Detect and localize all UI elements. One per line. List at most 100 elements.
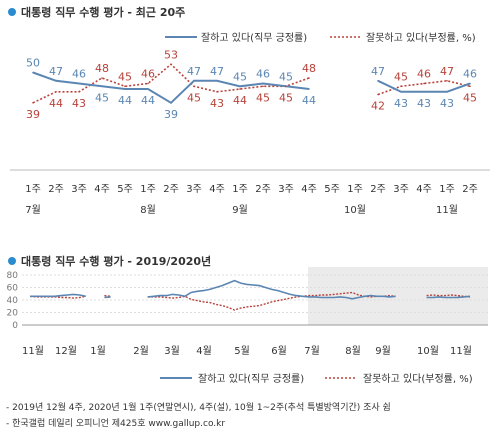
data-label-approve: 46 <box>72 68 86 81</box>
x-tick-month: 9월 <box>375 345 391 357</box>
point-disapprove <box>147 82 149 85</box>
data-label-disapprove: 45 <box>279 91 293 104</box>
data-label-disapprove: 39 <box>26 108 40 121</box>
y-tick-label: 0 <box>12 321 18 331</box>
point-approve <box>170 101 172 104</box>
data-label-approve: 44 <box>302 94 316 107</box>
x-tick-week: 5주 <box>324 184 340 195</box>
point-approve <box>423 90 425 93</box>
x-tick-month: 8월 <box>140 204 156 216</box>
point-disapprove <box>55 90 57 93</box>
legend-disapprove-label: 잘못하고 있다(부정률, %) <box>366 31 476 44</box>
point-disapprove <box>124 85 126 88</box>
point-approve <box>101 85 103 88</box>
x-tick-month: 2월 <box>133 345 149 357</box>
x-tick-month: 7월 <box>304 345 320 357</box>
legend-approve-label: 잘하고 있다(직무 긍정률) <box>201 31 307 44</box>
data-label-disapprove: 45 <box>118 70 132 83</box>
point-disapprove <box>423 82 425 85</box>
x-tick-week: 1주 <box>25 184 41 195</box>
x-tick-month: 9월 <box>232 204 248 216</box>
data-label-approve: 47 <box>210 65 224 78</box>
data-label-disapprove: 46 <box>417 68 431 81</box>
point-approve <box>262 82 264 85</box>
x-tick-week: 2주 <box>255 184 271 195</box>
point-disapprove <box>400 85 402 88</box>
x-tick-month: 8월 <box>345 345 361 357</box>
x-tick-month: 11월 <box>450 345 472 357</box>
x-tick-week: 2주 <box>48 184 64 195</box>
point-approve <box>239 85 241 88</box>
x-tick-month: 10월 <box>344 204 366 216</box>
chart-title: 대통령 직무 수행 평가 - 2019/2020년 <box>21 254 211 268</box>
y-tick-label: 80 <box>7 271 19 281</box>
point-disapprove <box>308 77 310 79</box>
x-tick-week: 3주 <box>278 184 294 195</box>
point-approve <box>377 79 379 82</box>
point-disapprove <box>78 90 80 93</box>
y-tick-label: 40 <box>7 296 19 306</box>
data-label-approve: 46 <box>256 68 270 81</box>
chart-title: 대통령 직무 수행 평가 - 최근 20주 <box>21 5 185 19</box>
x-tick-week: 3주 <box>71 184 87 195</box>
title-bullet-icon <box>8 8 16 16</box>
x-tick-week: 1주 <box>140 184 156 195</box>
x-tick-week: 1주 <box>232 184 248 195</box>
x-tick-month: 7월 <box>25 204 41 216</box>
point-approve <box>32 71 34 74</box>
x-tick-week: 3주 <box>186 184 202 195</box>
x-tick-month: 3월 <box>164 345 180 357</box>
x-tick-week: 1주 <box>347 184 363 195</box>
x-tick-month: 10월 <box>417 345 439 357</box>
point-disapprove <box>170 63 172 66</box>
point-disapprove <box>469 85 471 88</box>
point-disapprove <box>239 88 241 90</box>
data-label-disapprove: 43 <box>210 97 224 110</box>
data-label-disapprove: 43 <box>72 97 86 110</box>
data-label-approve: 44 <box>118 94 132 107</box>
x-tick-month: 12월 <box>55 345 77 357</box>
title-bullet-icon <box>8 257 16 265</box>
x-tick-week: 1주 <box>439 184 455 195</box>
data-label-approve: 43 <box>394 97 408 110</box>
data-label-approve: 50 <box>26 57 40 70</box>
data-label-approve: 45 <box>279 70 293 83</box>
point-approve <box>446 90 448 93</box>
x-tick-week: 4주 <box>416 184 432 195</box>
data-label-disapprove: 45 <box>463 91 477 104</box>
point-approve <box>147 88 149 90</box>
data-label-disapprove: 45 <box>187 91 201 104</box>
point-disapprove <box>446 79 448 82</box>
point-disapprove <box>216 90 218 93</box>
data-label-disapprove: 48 <box>302 62 316 75</box>
point-approve <box>308 88 310 90</box>
point-approve <box>55 79 57 82</box>
x-tick-month: 11월 <box>22 345 44 357</box>
point-approve <box>193 79 195 82</box>
x-tick-week: 5주 <box>117 184 133 195</box>
point-approve <box>78 82 80 85</box>
legend-disapprove-label: 잘못하고 있다(부정률, %) <box>363 372 473 385</box>
x-tick-month: 4월 <box>196 345 212 357</box>
data-label-disapprove: 45 <box>394 70 408 83</box>
legend-approve-label: 잘하고 있다(직무 긍정률) <box>198 372 304 385</box>
y-tick-label: 20 <box>7 309 19 319</box>
data-label-approve: 47 <box>187 65 201 78</box>
x-tick-week: 4주 <box>94 184 110 195</box>
data-label-disapprove: 47 <box>440 65 454 78</box>
data-label-disapprove: 48 <box>95 62 109 75</box>
data-label-approve: 47 <box>371 65 385 78</box>
point-disapprove <box>32 101 34 104</box>
point-approve <box>124 88 126 90</box>
footnote-schedule: - 2019년 12월 4주, 2020년 1월 1주(연말연시), 4주(설)… <box>6 403 391 413</box>
x-tick-week: 3주 <box>393 184 409 195</box>
data-label-disapprove: 44 <box>233 94 247 107</box>
point-disapprove <box>262 85 264 88</box>
x-tick-month: 6월 <box>271 345 287 357</box>
point-disapprove <box>193 85 195 88</box>
x-tick-week: 4주 <box>209 184 225 195</box>
point-disapprove <box>377 93 379 96</box>
recent-period-shade <box>308 267 488 325</box>
x-tick-week: 2주 <box>370 184 386 195</box>
